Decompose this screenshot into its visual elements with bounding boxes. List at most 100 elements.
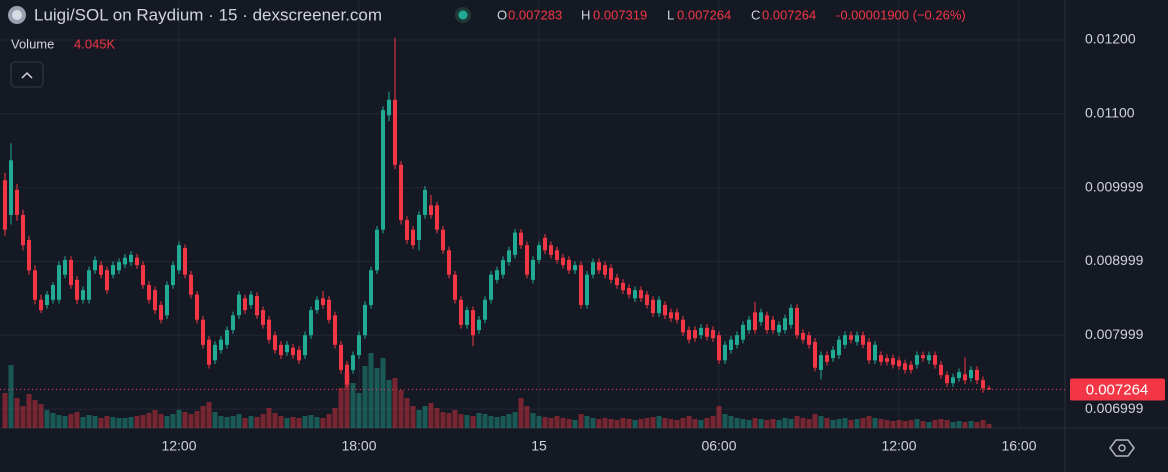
candle-body (513, 232, 517, 255)
change: -0.00001900 (−0.26%) (836, 7, 966, 22)
volume-bar (506, 414, 512, 428)
volume-bar (590, 418, 596, 428)
volume-bar (218, 416, 224, 428)
collapse-box[interactable] (10, 61, 44, 88)
candle-body (573, 265, 577, 271)
volume-bar (932, 420, 938, 428)
volume-bar (860, 418, 866, 428)
collapse-button[interactable] (10, 61, 44, 88)
volume-bar (836, 419, 842, 428)
settings-icon[interactable] (1109, 439, 1135, 457)
volume-bar (170, 414, 176, 428)
candle-body (831, 349, 835, 359)
collapse-icon[interactable] (21, 71, 33, 79)
candle-body (753, 312, 757, 331)
candle-body (117, 262, 121, 271)
volume-bar (818, 416, 824, 428)
candle-body (381, 110, 385, 230)
candle-body (243, 298, 247, 311)
x-tick-label: 16:00 (1001, 438, 1036, 454)
candle-body (33, 270, 37, 300)
candle-body (495, 270, 499, 280)
volume-bar (938, 419, 944, 428)
candle-body (465, 310, 469, 325)
volume-bar (920, 421, 926, 428)
volume-bar (62, 416, 68, 428)
candle-body (81, 290, 85, 300)
volume-bar (584, 416, 590, 428)
settings-icon-center[interactable] (1118, 444, 1126, 452)
candle-body (597, 262, 601, 271)
candle-body (603, 265, 607, 275)
volume-bar (680, 418, 686, 428)
candle-body (27, 240, 31, 271)
volume-bar (716, 406, 722, 428)
volume-bar (914, 419, 920, 428)
x-tick-label: 06:00 (701, 438, 736, 454)
ohlc-key: H (581, 7, 590, 22)
volume-bar (176, 410, 182, 428)
volume-bar (560, 418, 566, 428)
candle-body (315, 299, 319, 311)
candle-body (147, 285, 151, 300)
volume-bar (272, 413, 278, 428)
candle-body (657, 299, 661, 314)
volume-bar (566, 419, 572, 428)
candle-body (327, 299, 331, 320)
candle-body (549, 245, 553, 255)
candle-body (417, 214, 421, 241)
candle-body (771, 319, 775, 331)
candle-body (981, 380, 985, 389)
volume-bar (338, 388, 344, 428)
candle-body (399, 164, 403, 221)
price-tag: 0.007264 (1086, 382, 1149, 399)
candle-body (579, 265, 583, 305)
settings-button[interactable] (1109, 439, 1135, 457)
volume-bar (890, 421, 896, 428)
volume-bar (728, 416, 734, 428)
candle-body (627, 287, 631, 295)
candle-body (837, 339, 841, 356)
candle-body (261, 310, 265, 325)
candle-layer (0, 37, 1065, 393)
candle-body (411, 229, 415, 246)
candle-body (963, 374, 967, 381)
volume-bar (140, 415, 146, 428)
candle-body (897, 360, 901, 367)
volume-bar (620, 418, 626, 428)
volume-bar (548, 418, 554, 428)
candle-body (555, 250, 559, 260)
candle-body (885, 358, 889, 362)
candle-body (9, 160, 13, 215)
volume-bar (800, 418, 806, 428)
candle-body (63, 259, 67, 275)
candle-body (585, 274, 589, 305)
candle-body (225, 330, 229, 345)
candle-body (789, 307, 793, 325)
volume-bar (302, 416, 308, 428)
volume-bar (398, 390, 404, 428)
volume-bar (458, 414, 464, 428)
candle-body (471, 310, 475, 336)
volume-bar (344, 373, 350, 428)
volume-bar (746, 420, 752, 428)
volume-bar (878, 419, 884, 428)
candle-body (267, 319, 271, 340)
volume-bar (164, 416, 170, 428)
x-tick-label: 12:00 (161, 438, 196, 454)
candle-body (135, 257, 139, 266)
candle-body (717, 335, 721, 361)
candle-body (111, 265, 115, 275)
candle-body (93, 259, 97, 271)
volume-bar (896, 420, 902, 428)
y-tick-label: 0.01200 (1085, 31, 1136, 47)
volume-bar (464, 415, 470, 428)
volume-bar (194, 411, 200, 428)
candle-body (765, 315, 769, 331)
candle-body (219, 339, 223, 350)
candle-body (39, 299, 43, 311)
candle-body (939, 364, 943, 376)
candle-body (213, 344, 217, 361)
volume-bar (770, 419, 776, 428)
ohlc-key: L (667, 7, 674, 22)
